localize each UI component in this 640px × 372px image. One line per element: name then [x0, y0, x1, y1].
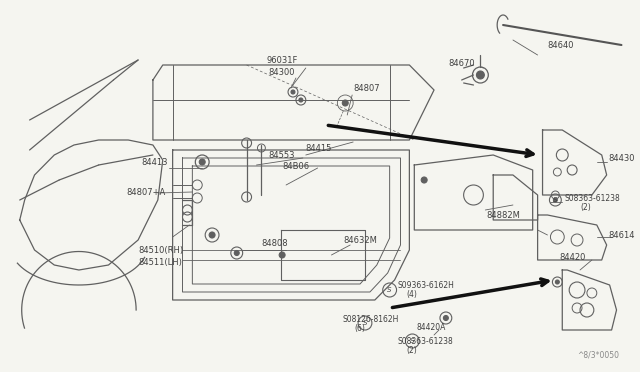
Text: (6): (6): [354, 324, 365, 334]
Text: S08126-8162H: S08126-8162H: [342, 315, 399, 324]
Text: S: S: [387, 287, 392, 293]
Text: 84670: 84670: [449, 58, 476, 67]
Text: ^8/3*0050: ^8/3*0050: [577, 351, 620, 360]
Circle shape: [199, 159, 205, 165]
Text: 84807+A: 84807+A: [126, 187, 166, 196]
Text: 84430: 84430: [609, 154, 635, 163]
Circle shape: [342, 100, 348, 106]
Text: S09363-6162H: S09363-6162H: [397, 282, 454, 291]
Text: (4): (4): [406, 291, 417, 299]
Circle shape: [209, 232, 215, 238]
Circle shape: [476, 71, 484, 79]
Text: 84882M: 84882M: [486, 211, 520, 219]
Circle shape: [299, 98, 303, 102]
Circle shape: [556, 280, 559, 284]
Circle shape: [234, 250, 239, 256]
Circle shape: [554, 198, 557, 202]
Circle shape: [291, 90, 295, 94]
Text: 84300: 84300: [268, 67, 295, 77]
Circle shape: [421, 177, 427, 183]
Text: 96031F: 96031F: [266, 55, 298, 64]
Text: S08363-61238: S08363-61238: [397, 337, 453, 346]
Circle shape: [279, 252, 285, 258]
Circle shape: [444, 315, 449, 321]
Text: S: S: [363, 320, 367, 326]
Text: 84511(LH): 84511(LH): [138, 257, 182, 266]
Text: 84807: 84807: [353, 83, 380, 93]
Text: 84632M: 84632M: [343, 235, 377, 244]
Text: 84413: 84413: [141, 157, 168, 167]
Text: 84640: 84640: [547, 41, 574, 49]
Text: (2): (2): [580, 202, 591, 212]
Text: 84614: 84614: [609, 231, 635, 240]
Text: 84553: 84553: [268, 151, 295, 160]
Text: 84808: 84808: [261, 238, 288, 247]
Text: (2): (2): [406, 346, 417, 355]
Text: 84420A: 84420A: [416, 323, 445, 331]
Text: 84420: 84420: [559, 253, 586, 263]
Text: 84510(RH): 84510(RH): [138, 246, 183, 254]
Text: 84415: 84415: [306, 144, 332, 153]
Text: S08363-61238: S08363-61238: [564, 193, 620, 202]
Text: 84B06: 84B06: [282, 161, 309, 170]
Text: S: S: [410, 338, 415, 344]
Text: S: S: [553, 197, 557, 203]
